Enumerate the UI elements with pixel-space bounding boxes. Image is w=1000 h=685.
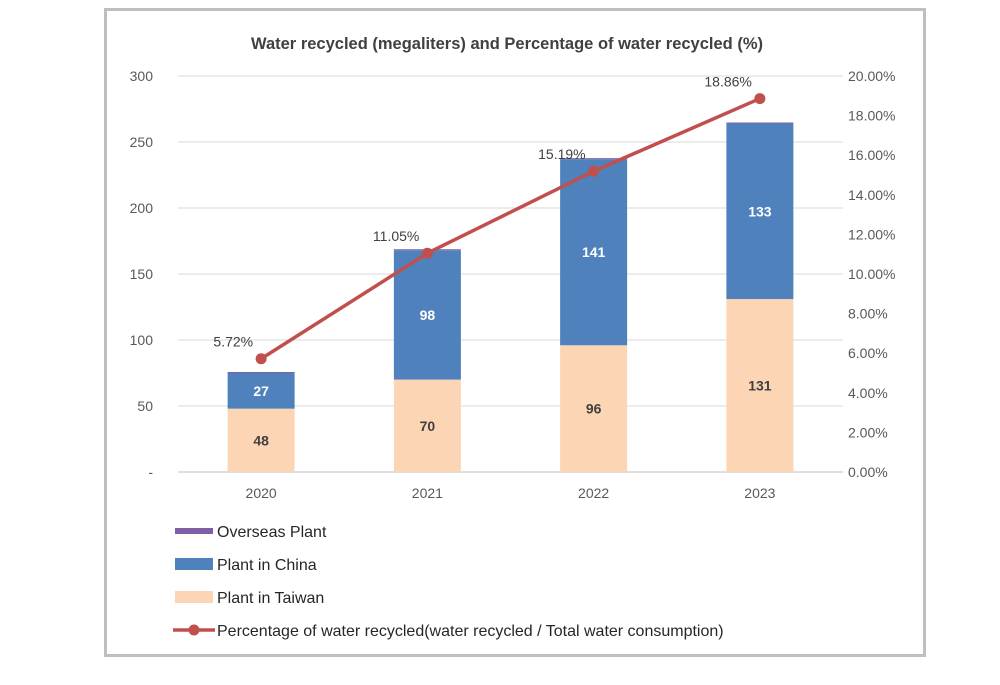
bar-plant-in-china bbox=[726, 123, 794, 300]
legend-label: Overseas Plant bbox=[217, 524, 327, 541]
percentage-series-line bbox=[260, 96, 761, 361]
x-tick-label: 2023 bbox=[744, 485, 775, 501]
left-tick-label: 50 bbox=[137, 398, 153, 414]
percentage-point-label: 5.72% bbox=[213, 334, 253, 350]
legend-label: Plant in China bbox=[217, 557, 317, 574]
bar-plant-in-taiwan bbox=[560, 345, 628, 472]
bar-value-label-china: 98 bbox=[420, 307, 436, 323]
left-axis-ticks: - 50 100 150 200 250 300 bbox=[130, 68, 154, 480]
bar-overseas-plant bbox=[726, 122, 794, 124]
left-tick-label: 250 bbox=[130, 134, 154, 150]
percentage-point-label: 11.05% bbox=[373, 228, 419, 244]
bar-plant-in-taiwan bbox=[227, 408, 295, 472]
percentage-point bbox=[421, 247, 433, 259]
left-tick-label: 100 bbox=[130, 332, 154, 348]
bar-plant-in-taiwan bbox=[393, 379, 461, 472]
bar-plant-in-china bbox=[393, 250, 461, 380]
right-tick-label: 4.00% bbox=[848, 385, 888, 401]
bar-value-label-taiwan: 96 bbox=[586, 401, 602, 417]
bar-plant-in-china bbox=[560, 159, 628, 346]
bar-value-label-china: 133 bbox=[748, 203, 772, 219]
left-tick-label: 300 bbox=[130, 68, 154, 84]
percentage-line: 5.72% 11.05% 15.19% 18.86% bbox=[213, 74, 766, 365]
right-tick-label: 8.00% bbox=[848, 306, 888, 322]
x-tick-label: 2022 bbox=[578, 485, 609, 501]
x-axis-ticks: 2020 2021 2022 2023 bbox=[246, 485, 776, 501]
legend-swatch bbox=[175, 591, 213, 603]
bar-value-label-taiwan: 48 bbox=[253, 432, 269, 448]
percentage-point bbox=[255, 353, 267, 365]
chart-frame: Water recycled (megaliters) and Percenta… bbox=[104, 8, 926, 657]
percentage-point bbox=[754, 93, 766, 105]
bar-plant-in-china bbox=[227, 373, 295, 409]
right-tick-label: 2.00% bbox=[848, 424, 888, 440]
percentage-point-label: 15.19% bbox=[538, 146, 585, 162]
bar-value-label-taiwan: 70 bbox=[420, 418, 436, 434]
right-axis-ticks: 0.00% 2.00% 4.00% 6.00% 8.00% 10.00% 12.00% 14.… bbox=[848, 68, 895, 480]
right-tick-label: 0.00% bbox=[848, 464, 888, 480]
chart-title: Water recycled (megaliters) and Percenta… bbox=[251, 35, 763, 53]
bars: 48 27 70 98 96 141 131 133 bbox=[227, 122, 794, 472]
chart-svg: Water recycled (megaliters) and Percenta… bbox=[130, 35, 896, 640]
bar-overseas-plant bbox=[560, 158, 628, 160]
bar-value-label-china: 27 bbox=[253, 383, 269, 399]
bar-plant-in-taiwan bbox=[726, 299, 794, 472]
right-tick-label: 12.00% bbox=[848, 226, 895, 242]
right-tick-label: 16.00% bbox=[848, 147, 895, 163]
legend: Overseas Plant Plant in China Plant in Tai… bbox=[173, 524, 724, 640]
right-tick-label: 18.00% bbox=[848, 108, 895, 124]
bar-overseas-plant bbox=[227, 372, 295, 373]
left-tick-label: 150 bbox=[130, 266, 154, 282]
left-tick-label: - bbox=[148, 464, 153, 480]
bar-value-label-taiwan: 131 bbox=[748, 378, 772, 394]
x-tick-label: 2021 bbox=[412, 485, 443, 501]
right-tick-label: 20.00% bbox=[848, 68, 895, 84]
legend-label: Percentage of water recycled(water recyc… bbox=[217, 623, 724, 640]
left-tick-label: 200 bbox=[130, 200, 154, 216]
legend-line-marker bbox=[188, 624, 200, 636]
percentage-point-label: 18.86% bbox=[704, 74, 751, 90]
legend-label: Plant in Taiwan bbox=[217, 590, 324, 607]
right-tick-label: 6.00% bbox=[848, 345, 888, 361]
right-tick-label: 14.00% bbox=[848, 187, 895, 203]
right-tick-label: 10.00% bbox=[848, 266, 895, 282]
legend-swatch bbox=[175, 558, 213, 570]
percentage-point bbox=[588, 165, 600, 177]
legend-swatch bbox=[175, 528, 213, 534]
x-tick-label: 2020 bbox=[246, 485, 277, 501]
bar-value-label-china: 141 bbox=[582, 244, 606, 260]
